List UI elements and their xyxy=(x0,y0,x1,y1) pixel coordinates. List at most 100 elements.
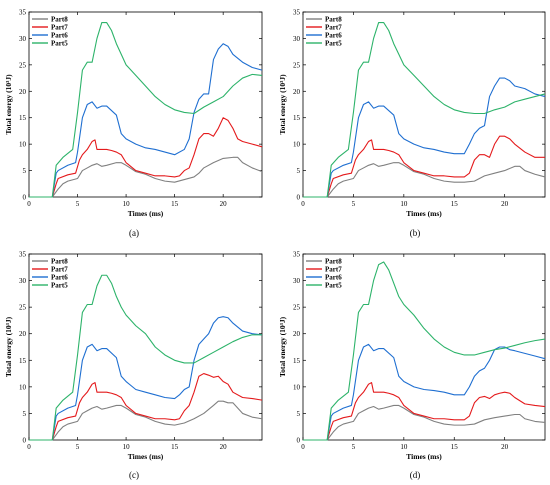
y-tick-label: 15 xyxy=(19,357,27,365)
y-tick-label: 30 xyxy=(19,35,27,43)
legend-entry: Part7 xyxy=(51,266,68,274)
y-tick-label: 20 xyxy=(19,330,27,338)
panel-label: (d) xyxy=(410,470,421,480)
series-line-part8 xyxy=(303,162,546,198)
y-tick-label: 35 xyxy=(293,9,301,17)
legend-entry: Part8 xyxy=(325,258,342,266)
y-tick-label: 35 xyxy=(19,9,27,17)
y-tick-label: 10 xyxy=(19,141,27,149)
y-tick-label: 0 xyxy=(297,437,301,445)
x-tick-label: 20 xyxy=(220,443,228,451)
legend-entry: Part6 xyxy=(325,32,342,40)
series-line-part7 xyxy=(29,117,263,198)
y-tick-label: 5 xyxy=(297,167,301,175)
x-axis-title: Times (ms) xyxy=(128,452,164,461)
chart-panel-1: 0 5 10 15 20 0 5 10 15 20 25 30 35 Times (ms) Total en… xyxy=(4,9,263,238)
x-tick-label: 10 xyxy=(400,443,408,451)
x-axis-title: Times (ms) xyxy=(406,452,442,461)
series-line-part6 xyxy=(29,43,263,198)
y-tick-label: 10 xyxy=(19,383,27,391)
y-tick-label: 0 xyxy=(23,437,27,445)
legend-entry: Part6 xyxy=(51,32,68,40)
y-tick-label: 25 xyxy=(19,61,27,69)
legend-entry: Part5 xyxy=(325,40,342,48)
y-tick-label: 30 xyxy=(293,277,301,285)
y-tick-label: 10 xyxy=(293,383,301,391)
y-axis-title: Total energy (10³J) xyxy=(4,316,13,377)
y-tick-label: 0 xyxy=(297,194,301,202)
series-line-part6 xyxy=(303,343,546,441)
y-tick-label: 10 xyxy=(293,141,301,149)
plot-frame xyxy=(302,253,546,441)
series-line-part8 xyxy=(29,400,263,441)
y-tick-label: 35 xyxy=(19,251,27,259)
y-tick-label: 25 xyxy=(19,304,27,312)
x-tick-label: 15 xyxy=(171,443,179,451)
y-axis-title: Total energy (10³J) xyxy=(4,74,13,135)
legend-entry: Part5 xyxy=(51,40,68,48)
panel-label: (a) xyxy=(129,228,139,238)
y-tick-label: 25 xyxy=(293,61,301,69)
legend-entry: Part8 xyxy=(51,16,68,24)
series-line-part7 xyxy=(303,382,546,441)
plot-frame xyxy=(28,253,263,441)
series-line-part6 xyxy=(303,77,546,198)
y-tick-label: 15 xyxy=(293,357,301,365)
y-tick-label: 20 xyxy=(293,88,301,96)
y-tick-label: 15 xyxy=(293,114,301,122)
series-line-part5 xyxy=(303,22,546,198)
y-tick-label: 5 xyxy=(23,167,27,175)
y-tick-label: 5 xyxy=(23,410,27,418)
panel-label: (c) xyxy=(129,470,139,480)
chart-panel-4: 0 5 10 15 20 0 5 10 15 20 25 30 35 Times (ms) Total en… xyxy=(278,251,546,480)
legend-entry: Part6 xyxy=(51,274,68,282)
x-tick-label: 5 xyxy=(352,200,356,208)
series-line-part5 xyxy=(303,261,546,441)
x-tick-label: 15 xyxy=(171,200,179,208)
y-tick-label: 15 xyxy=(19,114,27,122)
x-tick-label: 0 xyxy=(301,200,305,208)
series-line-part5 xyxy=(29,22,263,198)
x-tick-label: 15 xyxy=(451,443,459,451)
series-line-part8 xyxy=(29,156,263,198)
x-tick-label: 0 xyxy=(27,443,31,451)
x-tick-label: 20 xyxy=(501,200,509,208)
legend-entry: Part5 xyxy=(51,282,68,290)
y-axis-title: Total energy (10³J) xyxy=(278,74,287,135)
y-tick-label: 0 xyxy=(23,194,27,202)
x-tick-label: 0 xyxy=(27,200,31,208)
y-tick-label: 20 xyxy=(19,88,27,96)
chart-panel-3: 0 5 10 15 20 0 5 10 15 20 25 30 35 Times (ms) Total en… xyxy=(4,251,263,480)
x-tick-label: 0 xyxy=(301,443,305,451)
legend-entry: Part5 xyxy=(325,282,342,290)
x-tick-label: 10 xyxy=(123,443,131,451)
series-line-part5 xyxy=(29,274,262,441)
x-tick-label: 20 xyxy=(501,443,509,451)
legend-entry: Part6 xyxy=(325,274,342,282)
y-axis-title: Total energy (10³J) xyxy=(278,316,287,377)
chart-panel-2: 0 5 10 15 20 0 5 10 15 20 25 30 35 Times (ms) Total en… xyxy=(278,9,546,238)
x-tick-label: 5 xyxy=(352,443,356,451)
legend-entry: Part7 xyxy=(325,24,342,32)
plot-frame xyxy=(28,11,263,198)
y-tick-label: 25 xyxy=(293,304,301,312)
x-tick-label: 15 xyxy=(451,200,459,208)
series-line-part7 xyxy=(303,135,545,198)
y-tick-label: 30 xyxy=(293,35,301,43)
panel-label: (b) xyxy=(410,228,421,238)
legend-entry: Part7 xyxy=(51,24,68,32)
legend-entry: Part7 xyxy=(325,266,342,274)
x-axis-title: Times (ms) xyxy=(128,209,164,218)
x-axis-title: Times (ms) xyxy=(406,209,442,218)
legend-entry: Part8 xyxy=(51,258,68,266)
series-line-part8 xyxy=(303,404,546,441)
x-tick-label: 5 xyxy=(76,200,80,208)
x-tick-label: 10 xyxy=(123,200,131,208)
x-tick-label: 20 xyxy=(220,200,228,208)
y-tick-label: 30 xyxy=(19,277,27,285)
series-line-part7 xyxy=(29,373,263,441)
series-line-part6 xyxy=(29,316,263,441)
